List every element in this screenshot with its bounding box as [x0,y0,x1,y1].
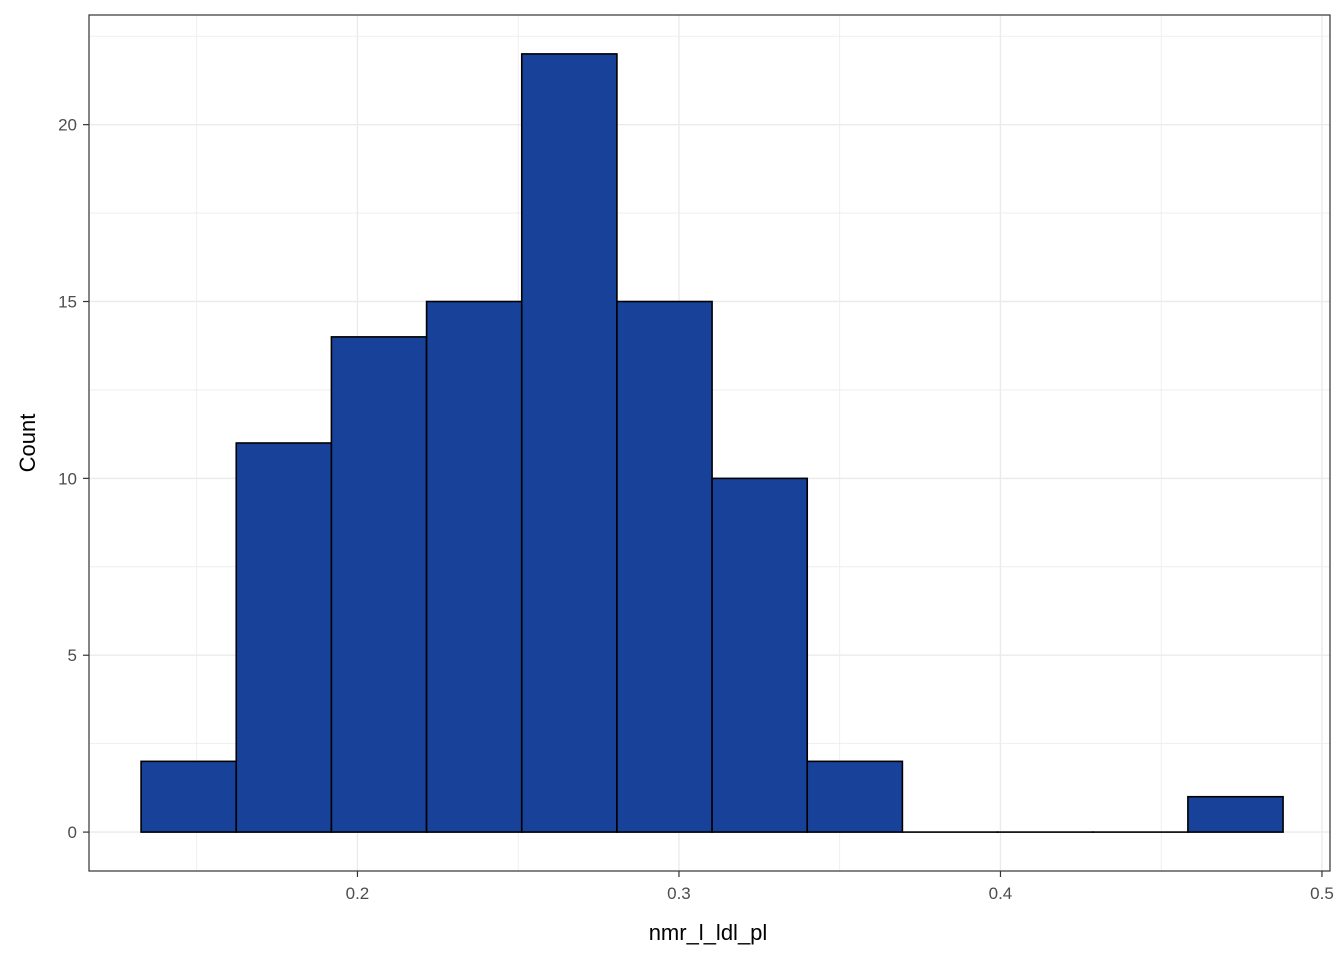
histogram-bar [330,336,428,833]
histogram-bar [235,442,333,833]
histogram-bar [425,300,523,833]
y-axis-title: Count [15,414,40,473]
histogram-bar [1187,795,1284,833]
y-tick-label: 10 [58,469,77,488]
histogram-bars [140,53,1284,833]
x-tick-label: 0.3 [667,884,691,903]
x-tick-label: 0.5 [1310,884,1334,903]
y-tick-label: 20 [58,116,77,135]
histogram-bar [711,477,809,833]
y-tick-label: 0 [68,823,77,842]
y-tick-label: 15 [58,293,77,312]
panel-border [88,14,1331,872]
x-axis-title: nmr_l_ldl_pl [649,920,768,945]
x-tick-label: 0.2 [346,884,370,903]
histogram-bar [140,760,238,833]
histogram-bar [616,300,713,833]
y-tick-label: 5 [68,646,77,665]
histogram-bar [806,760,904,833]
x-tick-label: 0.4 [989,884,1013,903]
x-axis-ticks: 0.2 0.3 0.4 0.5 [346,871,1334,903]
y-axis-ticks: 0 5 10 15 20 [58,116,89,842]
histogram-bar [520,53,618,833]
